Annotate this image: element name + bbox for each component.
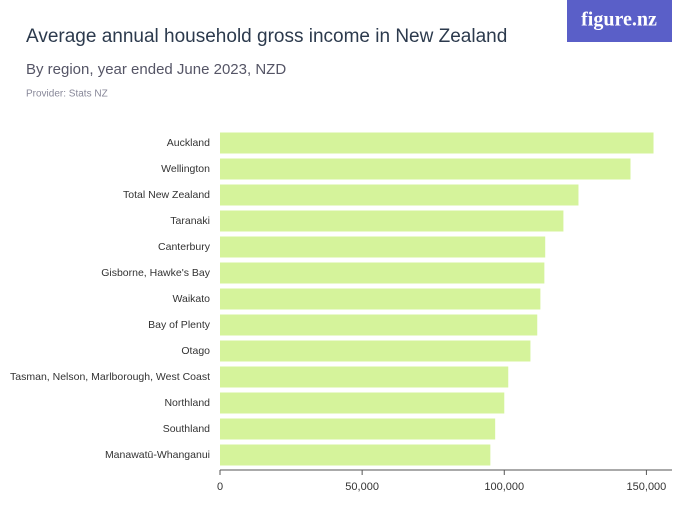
bar bbox=[220, 392, 505, 414]
y-tick-label: Northland bbox=[164, 397, 210, 409]
y-tick-label: Tasman, Nelson, Marlborough, West Coast bbox=[10, 371, 210, 383]
bar bbox=[220, 132, 654, 154]
y-tick-label: Taranaki bbox=[170, 215, 210, 227]
y-tick-label: Gisborne, Hawke's Bay bbox=[101, 267, 211, 279]
chart-title: Average annual household gross income in… bbox=[26, 26, 507, 47]
y-tick-label: Canterbury bbox=[158, 241, 211, 253]
logo-box bbox=[567, 0, 672, 42]
bar bbox=[220, 340, 531, 362]
chart-subtitle: By region, year ended June 2023, NZD bbox=[26, 61, 286, 78]
x-tick-label: 50,000 bbox=[345, 481, 379, 493]
y-tick-label: Southland bbox=[163, 423, 210, 435]
y-tick-label: Wellington bbox=[161, 163, 210, 175]
x-tick-label: 100,000 bbox=[484, 481, 524, 493]
bar bbox=[220, 184, 579, 206]
y-tick-label: Otago bbox=[181, 345, 210, 357]
y-tick-label: Auckland bbox=[167, 137, 210, 149]
x-tick-label: 0 bbox=[217, 481, 223, 493]
bar bbox=[220, 314, 538, 336]
bar bbox=[220, 262, 545, 284]
provider: Provider: Stats NZ bbox=[26, 89, 108, 100]
logo: figure.nz bbox=[581, 9, 657, 31]
bar bbox=[220, 158, 631, 180]
y-tick-label: Total New Zealand bbox=[123, 189, 210, 201]
y-tick-label: Bay of Plenty bbox=[148, 319, 211, 331]
y-tick-label: Waikato bbox=[172, 293, 210, 305]
bar bbox=[220, 418, 496, 440]
bar bbox=[220, 236, 546, 258]
bar bbox=[220, 210, 564, 232]
bar bbox=[220, 366, 509, 388]
bar bbox=[220, 444, 491, 466]
y-tick-label: Manawatū-Whanganui bbox=[105, 449, 210, 461]
x-tick-label: 150,000 bbox=[627, 481, 667, 493]
bar bbox=[220, 288, 541, 310]
